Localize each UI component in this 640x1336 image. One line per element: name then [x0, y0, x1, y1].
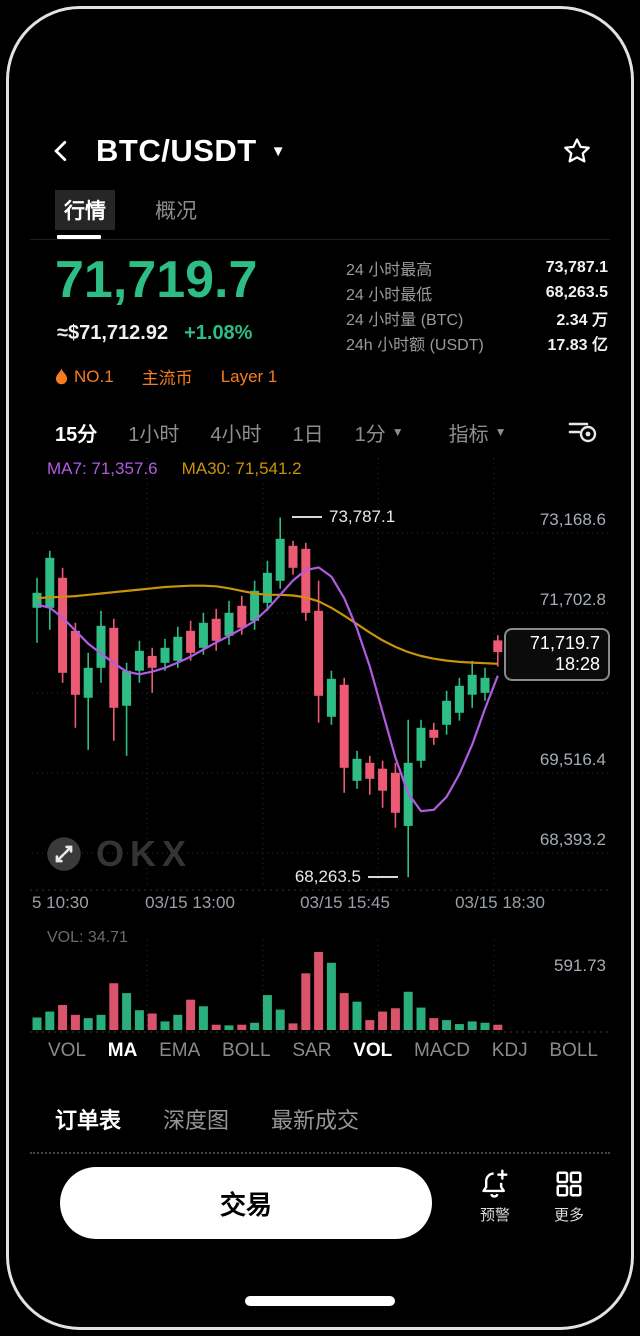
y-axis-label: 73,168.6	[539, 510, 606, 529]
stat-row: 24 小时最低 68,263.5	[346, 280, 608, 305]
stat-label: 24 小时最高	[346, 261, 433, 279]
stat-row: 24 小时最高 73,787.1	[346, 255, 608, 280]
more-label: 更多	[553, 1207, 584, 1224]
low-annotation-label: 68,263.5	[294, 867, 361, 886]
tab-depth[interactable]: 深度图	[163, 1108, 230, 1133]
indicator-row: VOL MA EMA BOLL SAR VOL MACD KDJ BOLL	[48, 1040, 598, 1062]
indicator-ma[interactable]: MA	[107, 1040, 138, 1061]
indicator-boll-sub[interactable]: BOLL	[549, 1040, 598, 1061]
tab-latest-trades[interactable]: 最新成交	[271, 1108, 360, 1133]
stat-row: 24h 小时额 (USDT) 17.83 亿	[346, 330, 608, 355]
annotation-dash	[368, 876, 398, 878]
more-button[interactable]: 更多	[540, 1168, 598, 1225]
indicator-menu-label: 指标	[448, 423, 489, 446]
timeframe-1d[interactable]: 1日	[292, 423, 324, 446]
page-tabs: 行情 概况	[55, 190, 199, 239]
timeframe-more-label: 1分	[354, 423, 386, 446]
last-price-tag: 71,719.7 18:28	[504, 628, 610, 681]
stats-panel: 24 小时最高 73,787.1 24 小时最低 68,263.5 24 小时量…	[346, 255, 608, 355]
badges: NO.1 主流币 Layer 1	[55, 364, 277, 389]
ma7-legend: MA7: 71,357.6	[47, 459, 158, 478]
caret-down-icon: ▼	[494, 425, 507, 439]
pair-dropdown-caret-icon[interactable]: ▼	[270, 142, 286, 160]
change-percent: +1.08%	[184, 322, 253, 344]
badge-layer[interactable]: Layer 1	[220, 366, 278, 386]
stat-value: 2.34 万	[556, 311, 608, 329]
home-indicator[interactable]	[245, 1296, 395, 1306]
volume-max-label: 591.73	[554, 956, 606, 975]
timeframe-row: 15分 1小时 4小时 1日 1分 ▼ 指标 ▼	[55, 414, 598, 450]
ma30-legend: MA30: 71,541.2	[181, 459, 302, 478]
x-axis-label: 03/15 13:00	[145, 893, 235, 912]
y-axis-label: 71,702.8	[539, 590, 606, 609]
indicator-vol-main[interactable]: VOL	[48, 1040, 87, 1061]
timeframe-1h[interactable]: 1小时	[128, 423, 180, 446]
fiat-price: ≈$71,712.92	[57, 322, 169, 344]
indicator-menu[interactable]: 指标 ▼	[449, 418, 507, 447]
stat-row: 24 小时量 (BTC) 2.34 万	[346, 305, 608, 330]
kline-canvas[interactable]	[30, 450, 610, 1035]
grid-more-icon	[556, 1171, 582, 1197]
okx-logo: OKX	[96, 833, 193, 874]
divider	[30, 1152, 610, 1154]
back-icon[interactable]	[48, 138, 74, 164]
badge-rank[interactable]: NO.1	[55, 367, 114, 387]
stat-label: 24 小时最低	[346, 286, 433, 304]
y-axis-label: 68,393.2	[539, 830, 606, 849]
high-annotation-label: 73,787.1	[329, 507, 396, 526]
indicator-vol-sub[interactable]: VOL	[353, 1040, 393, 1061]
indicator-sar[interactable]: SAR	[292, 1040, 332, 1061]
caret-down-icon: ▼	[391, 425, 404, 439]
indicator-macd[interactable]: MACD	[414, 1040, 470, 1061]
last-price-tag-price: 71,719.7	[529, 633, 600, 653]
last-price: 71,719.7	[55, 251, 258, 309]
alert-label: 预警	[479, 1207, 510, 1224]
chart-settings-icon[interactable]	[568, 419, 598, 445]
timeframe-15m[interactable]: 15分	[55, 423, 98, 446]
stat-value: 68,263.5	[545, 283, 608, 301]
stat-value: 17.83 亿	[547, 336, 609, 354]
ma-legend: MA7: 71,357.6 MA30: 71,541.2	[47, 459, 302, 479]
x-axis-label: 03/15 18:30	[455, 893, 545, 912]
indicator-kdj[interactable]: KDJ	[491, 1040, 528, 1061]
header: BTC/USDT ▼	[48, 126, 592, 176]
indicator-boll-main[interactable]: BOLL	[222, 1040, 271, 1061]
badge-rank-label: NO.1	[74, 366, 114, 386]
indicator-ema[interactable]: EMA	[159, 1040, 201, 1061]
tab-market[interactable]: 行情	[55, 190, 115, 239]
stat-label: 24 小时量 (BTC)	[346, 311, 464, 329]
flame-icon	[55, 368, 68, 385]
badge-category[interactable]: 主流币	[141, 369, 193, 388]
low-annotation: 68,263.5	[295, 867, 398, 887]
expand-icon[interactable]	[46, 836, 82, 872]
stat-value: 73,787.1	[545, 258, 608, 276]
pair-title[interactable]: BTC/USDT	[96, 133, 257, 168]
high-annotation: 73,787.1	[292, 507, 395, 527]
stat-label: 24h 小时额 (USDT)	[346, 336, 484, 354]
tab-orderbook[interactable]: 订单表	[55, 1108, 122, 1133]
fiat-row: ≈$71,712.92 +1.08%	[57, 322, 252, 345]
x-axis-label: 5 10:30	[32, 893, 89, 912]
divider	[30, 239, 610, 240]
alert-button[interactable]: 预警	[466, 1168, 524, 1225]
favorite-star-icon[interactable]	[562, 136, 592, 166]
last-price-tag-time: 18:28	[554, 654, 600, 674]
kline-chart[interactable]: MA7: 71,357.6 MA30: 71,541.2 73,787.1 68…	[30, 450, 610, 1035]
timeframe-more[interactable]: 1分 ▼	[355, 418, 404, 447]
watermark: OKX	[46, 833, 192, 875]
volume-legend: VOL: 34.71	[47, 929, 128, 946]
tab-overview[interactable]: 概况	[155, 200, 197, 223]
annotation-dash	[292, 516, 322, 518]
y-axis-label: 69,516.4	[539, 750, 606, 769]
x-axis-label: 03/15 15:45	[300, 893, 390, 912]
bell-plus-icon	[482, 1169, 508, 1198]
trade-button[interactable]: 交易	[60, 1167, 432, 1239]
orderbook-tabs: 订单表 深度图 最新成交	[55, 1103, 359, 1143]
timeframe-4h[interactable]: 4小时	[210, 423, 262, 446]
